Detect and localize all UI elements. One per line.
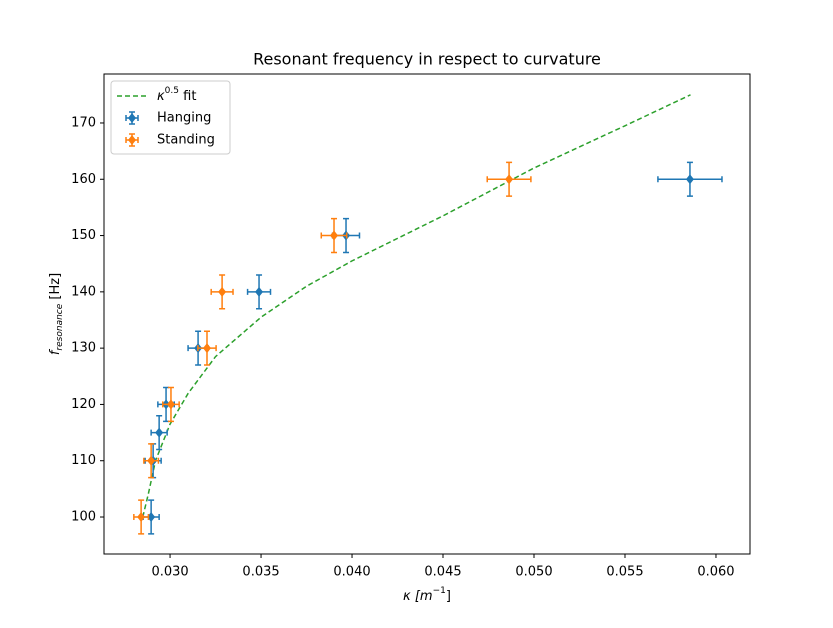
marker xyxy=(137,512,146,523)
x-tick-label: 0.035 xyxy=(242,565,279,580)
error-point xyxy=(150,414,168,451)
x-tick-label: 0.030 xyxy=(151,565,188,580)
marker xyxy=(202,343,211,354)
legend-box xyxy=(110,80,231,155)
marker xyxy=(166,399,175,410)
x-tick-label: 0.040 xyxy=(333,565,370,580)
marker xyxy=(330,230,339,241)
marker xyxy=(147,455,156,466)
error-point xyxy=(486,161,532,197)
y-tick-label: 110 xyxy=(71,453,96,468)
x-axis-label: κ [m−1] xyxy=(403,586,451,604)
x-label-part: ] xyxy=(446,589,451,604)
x-label-part: m xyxy=(420,589,433,604)
y-tick-label: 120 xyxy=(71,397,96,412)
x-label-part: κ [ xyxy=(403,589,421,604)
marker xyxy=(155,427,164,438)
legend-label: Standing xyxy=(157,133,215,148)
x-tick-label: 0.050 xyxy=(515,565,552,580)
legend-label-sup: 0.5 xyxy=(165,86,179,96)
error-point xyxy=(162,386,180,423)
legend-label: κ0.5 fit xyxy=(157,86,196,104)
legend-label-part: fit xyxy=(179,89,196,104)
marker xyxy=(505,174,514,185)
legend-marker xyxy=(128,135,136,145)
x-tick-label: 0.060 xyxy=(697,565,734,580)
error-point xyxy=(133,499,150,535)
legend-label-part: κ xyxy=(157,89,165,104)
marker xyxy=(218,286,227,297)
error-point xyxy=(143,443,160,479)
y-label-sub: resonance xyxy=(55,303,65,350)
y-axis-label: fresonance [Hz] xyxy=(48,273,65,355)
error-point xyxy=(246,274,272,310)
legend-label: Hanging xyxy=(157,111,211,126)
y-tick-label: 160 xyxy=(71,172,96,187)
x-tick-label: 0.045 xyxy=(424,565,461,580)
y-tick-label: 140 xyxy=(71,284,96,299)
marker xyxy=(255,286,264,297)
y-label-part: f xyxy=(48,348,63,355)
marker xyxy=(685,174,694,185)
y-tick-label: 150 xyxy=(71,228,96,243)
chart-title: Resonant frequency in respect to curvatu… xyxy=(253,50,601,69)
y-tick-label: 170 xyxy=(71,115,96,130)
legend-marker xyxy=(128,113,136,123)
fit-line xyxy=(142,94,691,518)
y-tick-label: 100 xyxy=(71,510,96,525)
y-label-part: [Hz] xyxy=(48,273,63,304)
x-label-sup: −1 xyxy=(433,586,446,596)
x-tick-label: 0.055 xyxy=(606,565,643,580)
error-point xyxy=(210,274,234,310)
error-point xyxy=(320,217,348,254)
error-point xyxy=(197,330,217,366)
plot-frame xyxy=(103,73,751,555)
y-tick-label: 130 xyxy=(71,341,96,356)
error-point xyxy=(657,161,723,197)
